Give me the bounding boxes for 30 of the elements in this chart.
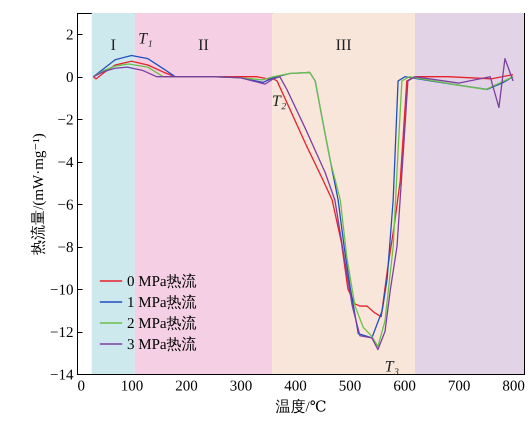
y-tick-label: −2 (58, 112, 74, 129)
legend-label: 1 MPa热流 (127, 294, 197, 311)
y-tick-label: −14 (50, 368, 74, 384)
y-tick-label: −4 (58, 155, 74, 172)
annotation: T₁ (138, 30, 153, 48)
x-tick-label: 200 (175, 378, 198, 394)
annotation: T₂ (272, 93, 287, 110)
y-tick-label: −8 (58, 240, 74, 256)
band-label: II (198, 37, 209, 54)
annotation: T₃ (384, 358, 400, 376)
legend-label: 3 MPa热流 (127, 336, 197, 353)
legend-label: 2 MPa热流 (127, 315, 197, 332)
x-tick-label: 0 (78, 378, 85, 394)
x-tick-label: 800 (502, 378, 525, 394)
y-tick-label: −10 (50, 282, 74, 299)
x-tick-label: 600 (393, 378, 416, 394)
y-tick-label: −12 (50, 325, 74, 342)
band-label: I (110, 37, 116, 54)
y-axis-title: 热流量/(mW·mg⁻¹) (30, 133, 48, 255)
y-tick-label: 2 (66, 28, 74, 44)
x-tick-label: 700 (448, 378, 470, 394)
x-axis-title: 温度/℃ (276, 398, 326, 416)
x-tick-label: 400 (284, 378, 307, 394)
legend-label: 0 MPa热流 (127, 273, 197, 290)
y-tick-label: −6 (58, 198, 74, 214)
x-tick-label: 100 (120, 378, 144, 394)
x-tick-label: 500 (338, 378, 362, 394)
x-tick-label: 300 (230, 378, 252, 394)
y-tick-label: 0 (66, 70, 74, 86)
band-label: III (336, 37, 352, 54)
